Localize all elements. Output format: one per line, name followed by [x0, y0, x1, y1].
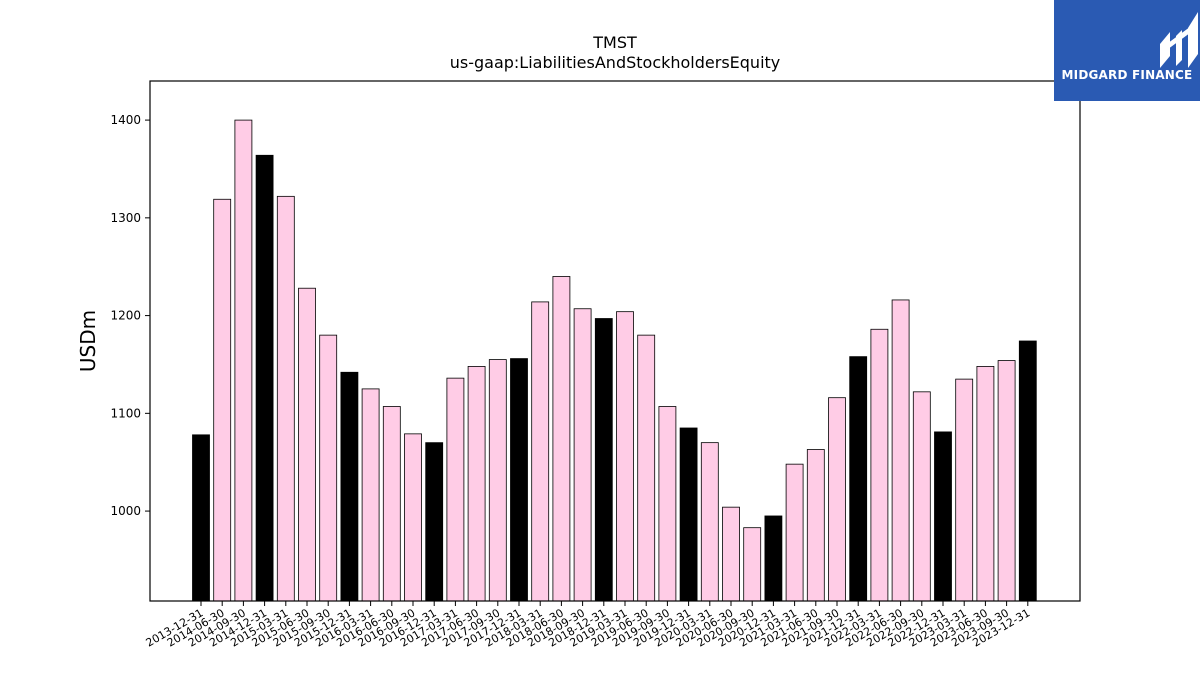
- y-axis-label: USDm: [76, 310, 100, 372]
- bar-2017-06-30: [467, 366, 486, 602]
- y-tick-label: 1300: [110, 211, 141, 225]
- x-axis: 2013-12-312014-06-302014-09-302014-12-31…: [144, 601, 1032, 650]
- bar-2020-06-30: [722, 506, 740, 602]
- bar-2022-12-31: [934, 431, 952, 602]
- bar-2017-09-30: [488, 359, 507, 602]
- bar-2023-06-30: [976, 366, 995, 602]
- bar-2013-12-31: [192, 434, 210, 602]
- bar-2016-03-31: [361, 388, 380, 602]
- brand-logo: MIDGARD FINANCE: [1054, 0, 1200, 101]
- bar-2022-09-30: [912, 391, 931, 602]
- y-axis: 1000 1100 1200 1300 1400: [110, 113, 150, 518]
- bar-2019-06-30: [637, 334, 656, 602]
- bar-2014-09-30: [234, 119, 253, 602]
- plot-frame: [149, 80, 1081, 602]
- bar-2019-03-31: [616, 311, 634, 602]
- chart-subtitle: us-gaap:LiabilitiesAndStockholdersEquity: [450, 53, 781, 72]
- bar-2016-09-30: [404, 433, 422, 602]
- bar-2020-03-31: [700, 442, 719, 602]
- bar-2015-03-31: [276, 195, 295, 602]
- bar-2014-06-30: [213, 198, 232, 602]
- brand-logo-text: MIDGARD FINANCE: [1061, 68, 1193, 82]
- bar-2021-12-31: [849, 356, 868, 602]
- y-tick-label: 1200: [110, 309, 141, 323]
- bar-series: [192, 119, 1037, 602]
- y-tick-label: 1100: [110, 406, 141, 420]
- bar-2018-09-30: [573, 308, 592, 602]
- brand-mark-icon: [1160, 12, 1198, 68]
- bar-2022-03-31: [870, 328, 889, 602]
- bar-2020-09-30: [743, 527, 762, 602]
- y-tick-label: 1000: [110, 504, 141, 518]
- bar-2015-09-30: [319, 334, 338, 602]
- bar-2019-09-30: [658, 406, 677, 602]
- y-tick-label: 1400: [110, 113, 141, 127]
- bar-2021-03-31: [785, 463, 804, 602]
- bar-2019-12-31: [679, 427, 698, 602]
- bar-2021-09-30: [828, 397, 846, 602]
- bar-2016-12-31: [425, 442, 444, 602]
- bar-2023-03-31: [955, 378, 974, 602]
- bar-2017-03-31: [446, 377, 465, 602]
- chart-title: TMST: [592, 33, 637, 52]
- bar-2023-12-31: [1018, 340, 1037, 602]
- bar-2020-12-31: [764, 515, 783, 602]
- bar-2014-12-31: [255, 154, 274, 602]
- bar-2021-06-30: [806, 449, 825, 602]
- bar-2018-06-30: [552, 276, 571, 602]
- bar-2015-12-31: [340, 371, 359, 602]
- bar-2023-09-30: [997, 360, 1016, 602]
- bar-2017-12-31: [510, 358, 528, 602]
- bar-2016-06-30: [382, 406, 401, 602]
- bar-2015-06-30: [298, 287, 316, 602]
- bar-2022-06-30: [891, 299, 910, 602]
- bar-2018-12-31: [594, 318, 613, 602]
- bar-2018-03-31: [531, 301, 550, 602]
